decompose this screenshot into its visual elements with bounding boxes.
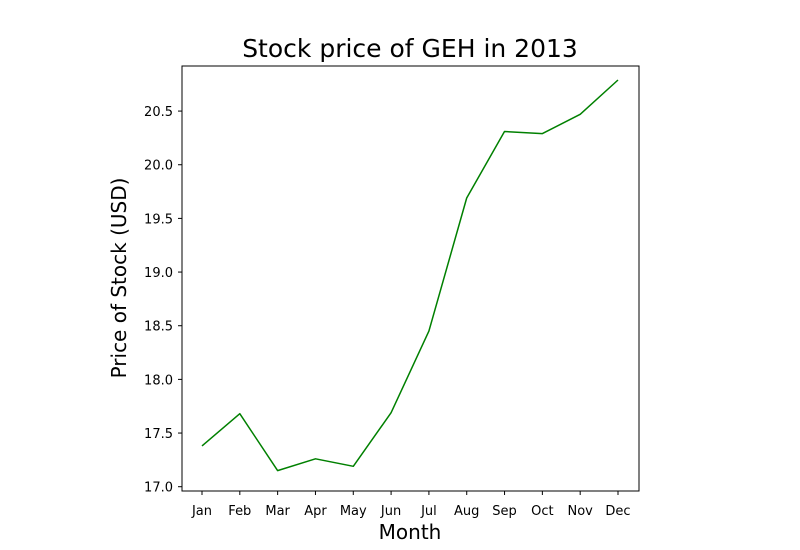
stock-price-line <box>201 79 619 472</box>
y-axis-label: Price of Stock (USD) <box>107 178 131 379</box>
x-tick-label: Jul <box>420 504 437 519</box>
x-tick-label: Nov <box>567 504 593 519</box>
x-tick-label: Aug <box>454 504 479 519</box>
x-tick-label: May <box>340 504 367 519</box>
chart-title: Stock price of GEH in 2013 <box>242 34 578 63</box>
x-axis-label: Month <box>379 520 442 544</box>
y-tick-label: 18.5 <box>144 320 173 335</box>
x-tick-label: Mar <box>265 504 290 519</box>
plot-area <box>181 65 640 492</box>
x-tick-label: Apr <box>304 504 327 519</box>
x-tick-label: Dec <box>605 504 630 519</box>
x-tick-label: Jan <box>191 504 212 519</box>
y-tick-label: 18.0 <box>144 373 173 388</box>
x-tick-label: Feb <box>228 504 251 519</box>
x-tick-label: Oct <box>531 504 553 519</box>
x-tick-label: Sep <box>492 504 517 519</box>
y-axis: 17.0 17.5 18.0 18.5 19.0 19.5 20.0 20.5 <box>144 105 182 496</box>
y-tick-label: 17.5 <box>144 427 173 442</box>
y-tick-label: 19.0 <box>144 266 173 281</box>
y-tick-label: 17.0 <box>144 481 173 496</box>
y-tick-label: 20.5 <box>144 105 173 120</box>
y-tick-label: 19.5 <box>144 212 173 227</box>
x-tick-label: Jun <box>380 504 401 519</box>
x-axis: Jan Feb Mar Apr May Jun Jul Aug Sep Oct Nov Dec <box>191 491 631 519</box>
series-layer <box>201 79 619 472</box>
y-tick-label: 20.0 <box>144 159 173 174</box>
